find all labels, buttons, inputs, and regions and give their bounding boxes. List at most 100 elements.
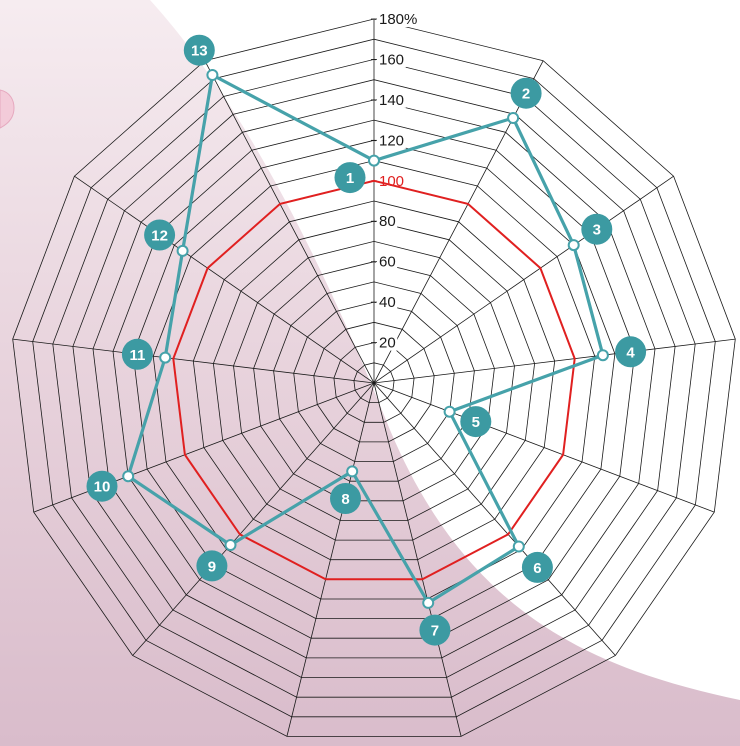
grid-ring xyxy=(32,38,716,718)
badge-circle xyxy=(419,614,451,646)
grid-ring xyxy=(212,220,536,541)
data-point xyxy=(596,349,609,362)
tick-label-mask xyxy=(376,212,398,230)
tick-label: 40 xyxy=(379,294,396,311)
background-petal xyxy=(0,89,15,129)
tick-label: 80 xyxy=(379,213,396,230)
badge-circle xyxy=(460,406,492,438)
data-point xyxy=(122,470,135,483)
badge-circle xyxy=(330,483,361,514)
series-markers xyxy=(122,69,609,609)
badge-label: 8 xyxy=(341,491,349,508)
grid-ring xyxy=(253,261,495,502)
badge-circle xyxy=(121,338,153,370)
grid-spoke xyxy=(204,60,375,384)
grid-spoke xyxy=(286,382,375,737)
grid-spoke xyxy=(373,382,462,737)
category-badge: 9 xyxy=(196,550,228,582)
grid-spoke xyxy=(373,338,736,384)
tick-label: 140 xyxy=(379,92,404,109)
data-point xyxy=(507,112,520,124)
grid-ring xyxy=(313,321,435,443)
badge-label: 1 xyxy=(346,170,354,187)
reference-polygon xyxy=(172,179,576,581)
category-badge: 1 xyxy=(334,162,366,194)
data-point xyxy=(176,244,189,257)
grid-ring xyxy=(12,18,736,737)
tick-label-mask xyxy=(376,90,406,108)
category-badge: 2 xyxy=(510,77,542,109)
grid-ring xyxy=(152,160,596,600)
tick-label-mask xyxy=(376,131,406,149)
tick-label-mask xyxy=(376,171,406,189)
badge-label: 2 xyxy=(522,86,530,103)
radial-tick-labels: 20 40 60 80 100 120 140 160 180% xyxy=(371,10,417,352)
badge-circle xyxy=(334,162,366,194)
category-badge: 13 xyxy=(183,34,215,66)
data-point xyxy=(512,540,525,553)
grid-spoke xyxy=(132,382,375,656)
badge-label: 9 xyxy=(208,558,216,575)
grid-spoke xyxy=(74,175,375,384)
grid-ring xyxy=(72,79,676,678)
tick-label-mask xyxy=(376,10,415,27)
grid-ring xyxy=(293,301,455,462)
series-line xyxy=(126,73,605,605)
series-polyline xyxy=(126,73,605,605)
grid-ring xyxy=(132,139,616,619)
tick-label: 180% xyxy=(379,11,417,28)
category-badge: 7 xyxy=(419,614,451,646)
badge-label: 12 xyxy=(151,228,168,245)
badge-label: 3 xyxy=(593,222,601,239)
badge-circle xyxy=(196,550,228,582)
badge-circle xyxy=(581,213,613,245)
data-point xyxy=(422,596,435,609)
badge-circle xyxy=(183,34,215,66)
tick-label: 20 xyxy=(379,335,396,352)
badge-label: 10 xyxy=(94,479,111,496)
badge-circle xyxy=(86,470,118,502)
category-badge: 6 xyxy=(521,551,553,583)
data-point xyxy=(368,154,380,167)
data-point xyxy=(159,351,172,364)
category-badge: 8 xyxy=(330,483,361,514)
grid-ring xyxy=(192,200,556,561)
data-point xyxy=(206,69,219,81)
badge-circle xyxy=(521,551,553,583)
grid-ring xyxy=(273,281,475,482)
badge-label: 5 xyxy=(472,414,480,431)
category-badge: 11 xyxy=(121,338,153,370)
tick-label-mask xyxy=(376,252,398,270)
badge-label: 7 xyxy=(431,623,439,640)
tick-label: 100 xyxy=(379,173,404,190)
badge-circle xyxy=(144,219,176,251)
category-badge: 5 xyxy=(460,406,492,438)
grid-ring xyxy=(92,99,656,659)
grid-ring xyxy=(112,119,636,639)
category-badge: 12 xyxy=(144,219,176,251)
data-point xyxy=(346,465,359,478)
grid-spoke xyxy=(373,175,674,384)
tick-label: 160 xyxy=(379,51,404,68)
badge-label: 11 xyxy=(129,347,145,364)
tick-label-mask xyxy=(376,293,398,311)
category-badge: 4 xyxy=(615,336,647,368)
data-point xyxy=(224,539,237,551)
tick-label: 120 xyxy=(379,132,404,149)
badge-circle xyxy=(510,77,542,109)
badge-label: 4 xyxy=(626,344,635,361)
category-badge: 10 xyxy=(86,470,118,502)
tick-label-mask xyxy=(376,333,398,351)
grid-ring xyxy=(353,362,395,404)
badge-label: 6 xyxy=(533,560,541,577)
grid-spoke xyxy=(12,338,375,384)
data-point xyxy=(443,405,456,418)
grid-ring xyxy=(233,240,515,521)
data-point xyxy=(567,239,580,252)
category-badge: 3 xyxy=(581,213,613,245)
